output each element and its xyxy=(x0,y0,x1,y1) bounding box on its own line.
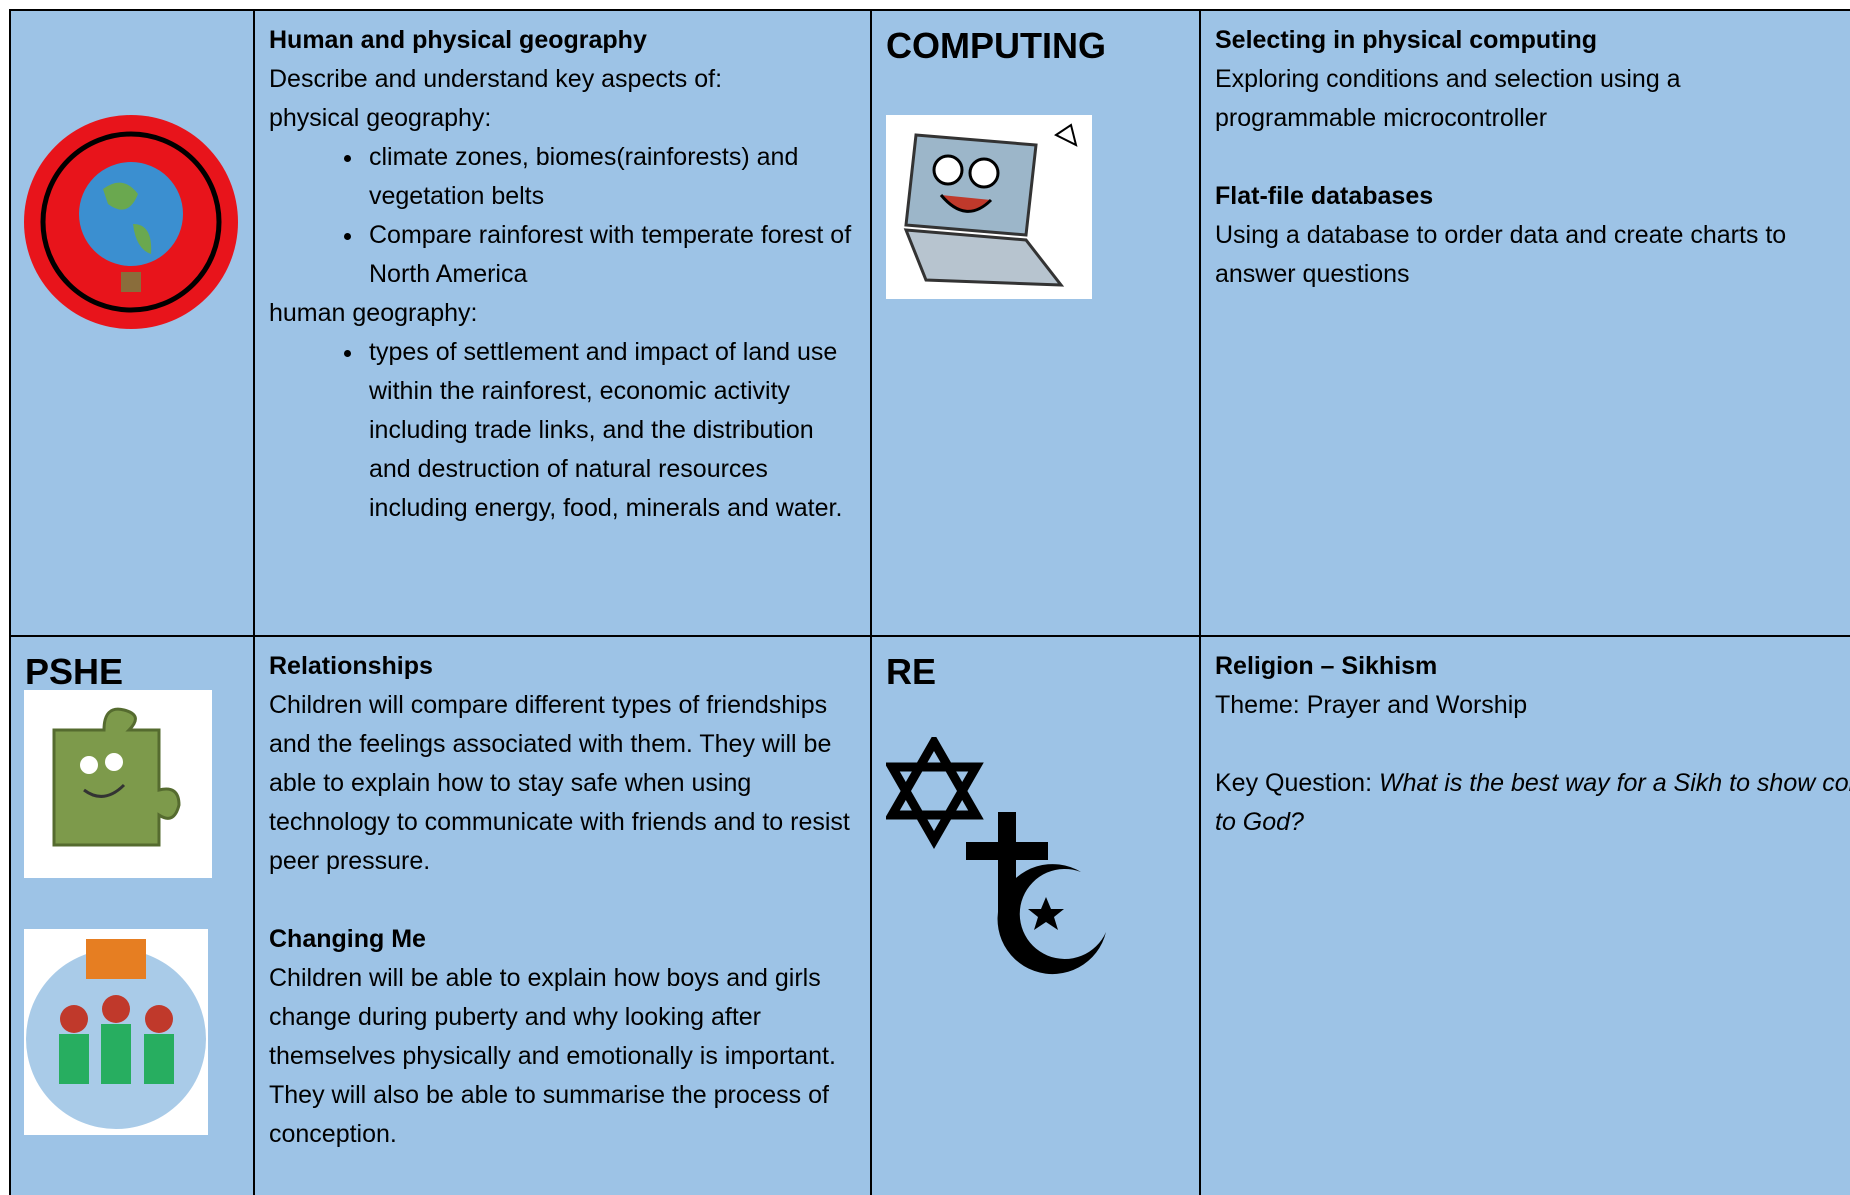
laptop-icon xyxy=(886,115,1092,299)
text: Children will be able to explain how boy… xyxy=(269,964,836,1148)
re-cell: Religion – Sikhism Theme: Prayer and Wor… xyxy=(1199,635,1850,1195)
heading: Human and physical geography xyxy=(269,26,647,54)
children-icon xyxy=(24,929,208,1135)
text: human geography: xyxy=(269,299,478,327)
heading: Changing Me xyxy=(269,925,426,953)
pshe-cell: Relationships Children will compare diff… xyxy=(253,635,871,1195)
text: physical geography: xyxy=(269,104,492,132)
geography-cell: Human and physical geography Describe an… xyxy=(253,9,871,636)
computing-cell: Selecting in physical computing Explorin… xyxy=(1199,9,1850,636)
text: Theme: Prayer and Worship xyxy=(1215,691,1528,719)
globe-icon xyxy=(24,115,238,329)
heading: Relationships xyxy=(269,652,433,680)
text: Describe and understand key aspects of: xyxy=(269,65,723,93)
re-label-cell: RE xyxy=(870,635,1200,1195)
key-question-text: What is the best way for a Sikh to show … xyxy=(1215,769,1850,836)
faith-symbols-icon xyxy=(886,737,1106,975)
subject-label: COMPUTING xyxy=(886,25,1106,66)
heading: Religion – Sikhism xyxy=(1215,652,1438,680)
puzzle-icon xyxy=(24,690,212,878)
text: Exploring conditions and selection using… xyxy=(1215,65,1681,132)
bullet: climate zones, biomes(rainforests) and v… xyxy=(365,138,857,216)
icon-cell xyxy=(9,9,254,636)
key-question-label: Key Question: xyxy=(1215,769,1373,797)
text: Using a database to order data and creat… xyxy=(1215,221,1787,288)
text: Children will compare different types of… xyxy=(269,691,850,875)
bullet: Compare rainforest with temperate forest… xyxy=(365,216,857,294)
subject-label: RE xyxy=(886,651,937,692)
pshe-label-cell: PSHE xyxy=(9,635,254,1195)
subject-label: PSHE xyxy=(25,651,124,692)
heading: Flat-file databases xyxy=(1215,182,1434,210)
key-question: Key Question: What is the best way for a… xyxy=(1215,764,1850,842)
bullet: types of settlement and impact of land u… xyxy=(365,333,857,528)
computing-label-cell: COMPUTING xyxy=(870,9,1200,636)
heading: Selecting in physical computing xyxy=(1215,26,1598,54)
